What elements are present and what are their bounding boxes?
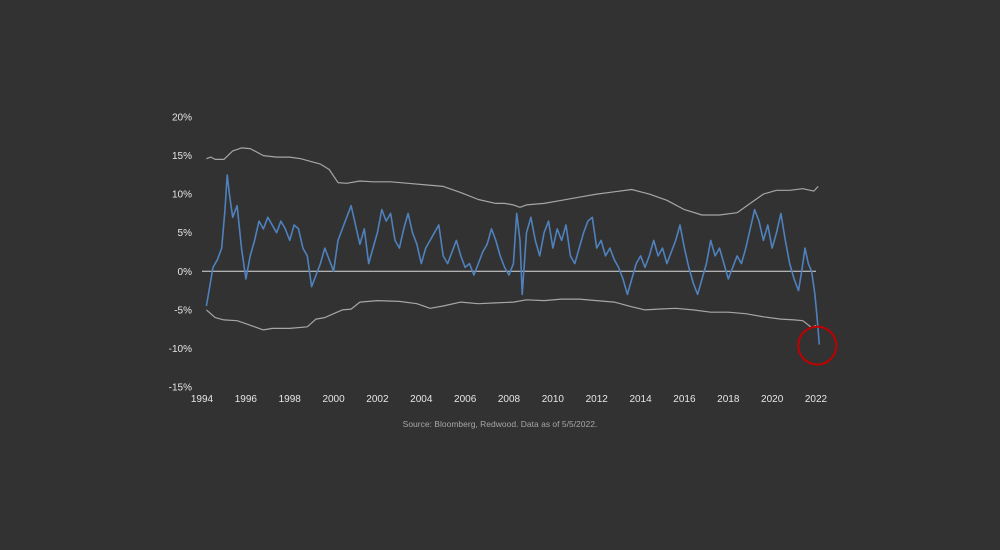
x-axis: 1994 1996 1998 2000 2002 2004 2006 2008 2010 2012… xyxy=(191,394,828,405)
highlight-circle xyxy=(797,325,838,366)
y-tick-label: 15% xyxy=(172,151,192,162)
source-note: Source: Bloomberg, Redwood. Data as of 5… xyxy=(402,419,598,429)
x-tick-label: 2000 xyxy=(322,394,345,405)
annotations xyxy=(797,325,838,366)
y-tick-label: 10% xyxy=(172,190,192,201)
x-tick-label: 1998 xyxy=(279,394,302,405)
x-tick-label: 2008 xyxy=(498,394,521,405)
y-tick-label: 20% xyxy=(172,113,192,124)
x-tick-label: 2022 xyxy=(805,394,828,405)
y-tick-label: -10% xyxy=(169,344,192,355)
x-tick-label: 2004 xyxy=(410,394,433,405)
y-tick-label: 0% xyxy=(178,267,193,278)
x-tick-label: 2006 xyxy=(454,394,477,405)
x-tick-label: 2012 xyxy=(586,394,609,405)
x-tick-label: 2016 xyxy=(673,394,696,405)
y-tick-label: -5% xyxy=(174,305,192,316)
x-tick-label: 2014 xyxy=(629,394,652,405)
main-series xyxy=(205,174,821,345)
y-axis: -15% -10% -5% 0% 5% 10% 15% 20% xyxy=(169,113,816,394)
series-line-upper-band xyxy=(206,147,819,216)
x-tick-label: 2010 xyxy=(542,394,565,405)
y-tick-label: 5% xyxy=(178,228,193,239)
x-tick-label: 1994 xyxy=(191,394,214,405)
band-lines xyxy=(206,147,819,331)
series-line-main xyxy=(205,174,821,345)
series-line-lower-band xyxy=(206,298,817,331)
x-tick-label: 2002 xyxy=(366,394,389,405)
x-tick-label: 2020 xyxy=(761,394,784,405)
y-tick-label: -15% xyxy=(169,383,192,394)
x-tick-label: 1996 xyxy=(235,394,258,405)
x-tick-label: 2018 xyxy=(717,394,740,405)
